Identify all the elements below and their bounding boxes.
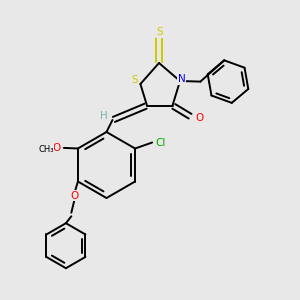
Text: N: N (178, 74, 185, 85)
Text: O: O (196, 113, 204, 123)
Text: O: O (53, 143, 61, 153)
Text: O: O (70, 191, 78, 201)
Text: Cl: Cl (155, 137, 166, 148)
Text: S: S (157, 27, 163, 37)
Text: CH₃: CH₃ (38, 145, 54, 154)
Text: S: S (132, 75, 138, 85)
Text: H: H (100, 111, 107, 122)
